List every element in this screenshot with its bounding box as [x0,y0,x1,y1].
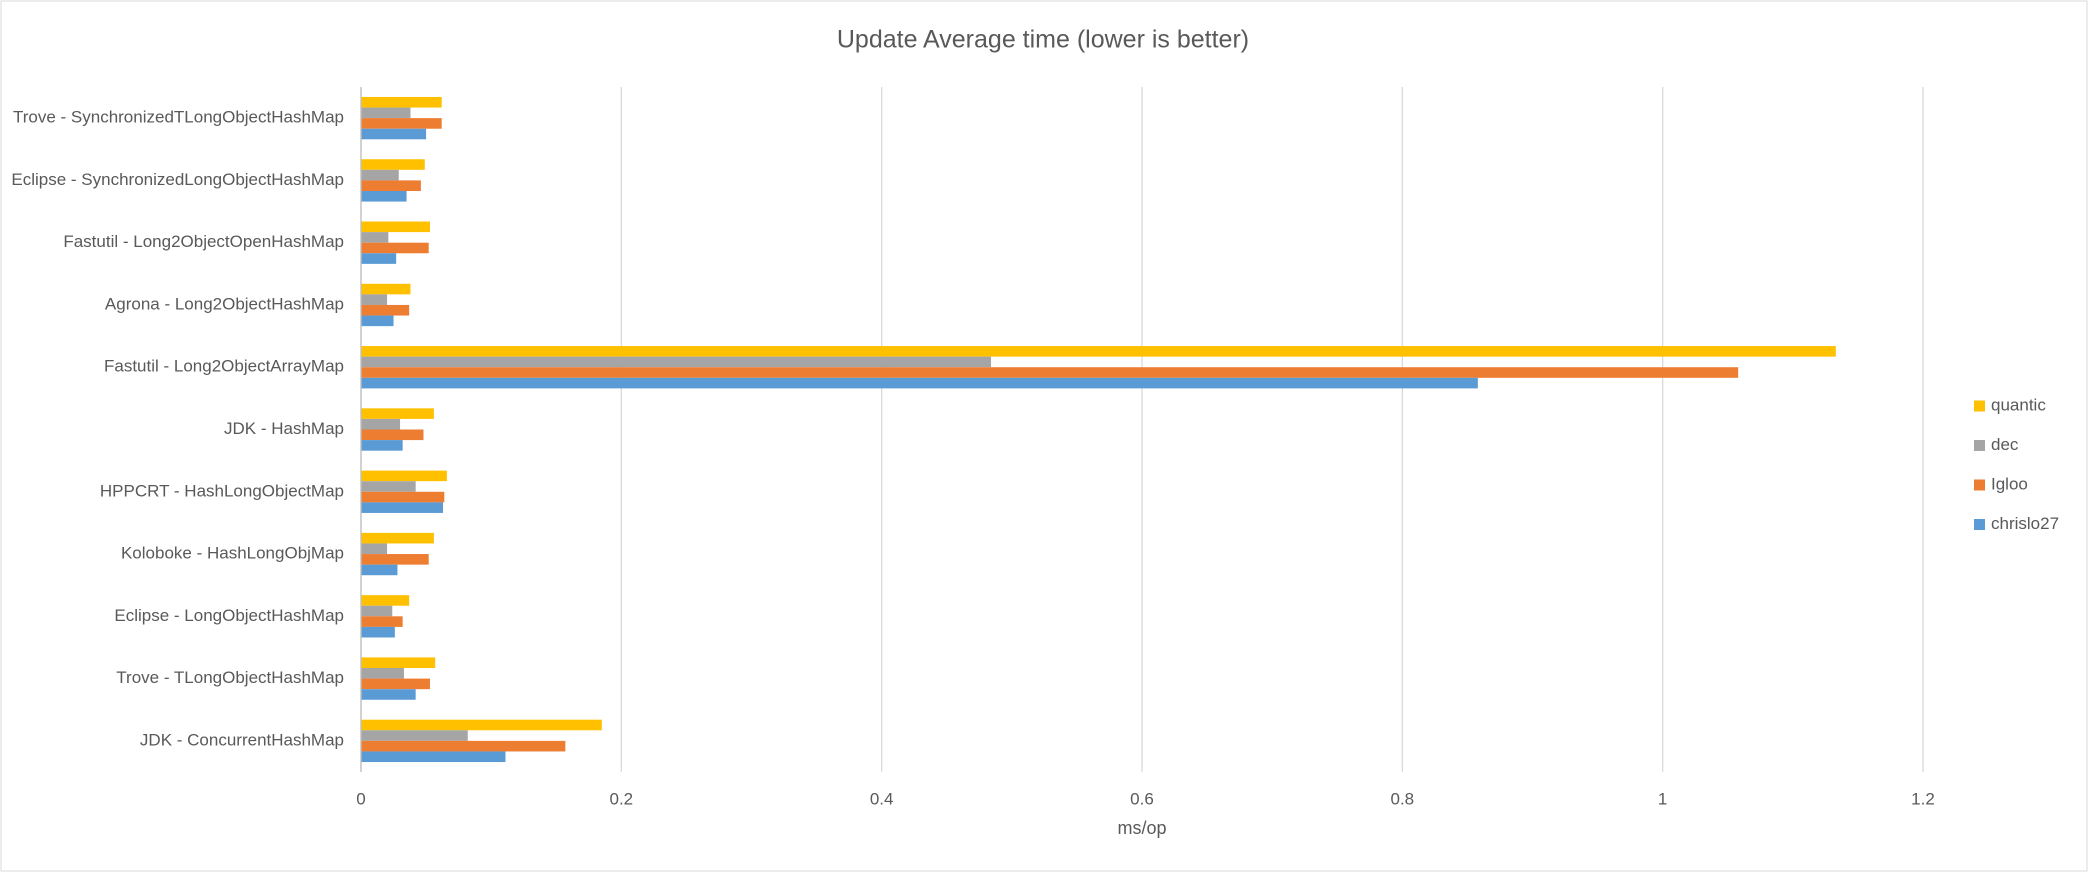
bar [361,96,442,108]
y-tick-label: Eclipse - SynchronizedLongObjectHashMap [11,170,344,189]
legend-swatch [1974,479,1985,491]
y-tick-label: Agrona - Long2ObjectHashMap [105,294,344,313]
bar [361,657,436,669]
x-tick-label: 0.6 [1130,789,1154,808]
bar [361,283,411,295]
bar [361,719,602,731]
bar [361,128,427,140]
bar [361,232,389,243]
bar [361,190,407,202]
bar [361,356,992,368]
legend-label: Igloo [1991,474,2028,493]
x-tick-label: 1 [1658,789,1667,808]
chart-title: Update Average time (lower is better) [837,26,1249,54]
x-tick-label: 0 [356,789,365,808]
bar [361,118,442,129]
y-tick-label: Fastutil - Long2ObjectOpenHashMap [63,232,344,251]
bar [361,564,398,576]
bar [361,678,430,690]
bar [361,440,403,451]
bar [361,502,444,513]
bar [361,253,397,264]
bar [361,107,411,119]
bar [361,367,1739,378]
x-tick-label: 1.2 [1911,789,1935,808]
bar [361,491,445,503]
bar [361,159,425,170]
legend-swatch [1974,440,1985,451]
y-tick-label: Trove - SynchronizedTLongObjectHashMap [13,108,344,127]
bar [361,470,447,482]
y-tick-label: HPPCRT - HashLongObjectMap [100,481,344,500]
bar [361,730,468,741]
bar [361,169,399,181]
y-tick-label: Fastutil - Long2ObjectArrayMap [104,357,344,376]
bar [361,221,430,233]
legend-label: quantic [1991,395,2046,414]
bar [361,689,416,700]
x-tick-label: 0.4 [870,789,894,808]
y-tick-label: Trove - TLongObjectHashMap [116,668,344,687]
bar [361,429,424,441]
bar [361,377,1478,389]
bar [361,304,410,316]
bar [361,315,394,327]
bar [361,543,388,555]
bar [361,668,404,679]
bar [361,294,388,305]
y-tick-label: Koloboke - HashLongObjMap [121,544,344,563]
bar [361,180,421,191]
x-axis-label: ms/op [1117,818,1166,838]
legend-swatch [1974,400,1985,412]
y-tick-label: Eclipse - LongObjectHashMap [114,606,344,625]
bar [361,595,410,606]
bar [361,242,429,254]
bar [361,532,434,544]
legend-swatch [1974,519,1985,530]
legend-label: dec [1991,435,2019,454]
x-tick-label: 0.2 [610,789,634,808]
bar [361,346,1836,357]
bar [361,481,416,492]
x-tick-label: 0.8 [1391,789,1415,808]
bar [361,408,434,419]
legend-label: chrislo27 [1991,514,2059,533]
bar [361,605,393,617]
y-tick-label: JDK - HashMap [224,419,344,438]
bar [361,554,429,565]
bar [361,740,566,752]
y-tick-label: JDK - ConcurrentHashMap [140,730,344,749]
bar [361,418,401,430]
bar [361,751,506,763]
bar [361,626,395,638]
bar [361,616,403,627]
